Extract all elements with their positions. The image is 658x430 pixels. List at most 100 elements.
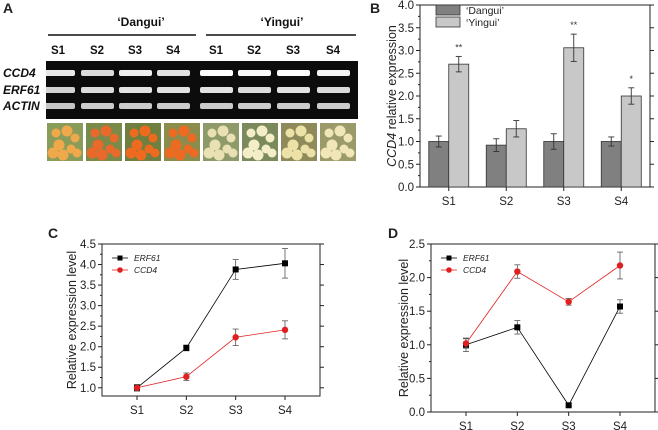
x-tick-label: S4 <box>278 405 293 417</box>
flower-blossom <box>70 133 80 143</box>
flower-blossom <box>209 139 221 151</box>
flower-blossom <box>86 147 98 159</box>
legend-marker <box>446 255 452 261</box>
flower-photo-4 <box>203 123 239 161</box>
y-tick-label: 0.0 <box>409 407 425 419</box>
panel-b: B 0.0 0.5 1.0 1.5 2.0 2.5 3.0 3.5 4.0 CCD4 relati… <box>370 0 654 208</box>
data-point-ccd4 <box>565 298 572 305</box>
flower-blossom <box>256 125 268 137</box>
flower-blossom <box>343 133 353 143</box>
y-axis-title: CCD4 relative expression <box>385 25 399 167</box>
legend-marker <box>117 255 123 261</box>
data-point-erf61 <box>232 266 239 273</box>
legend-label: ERF61 <box>134 253 161 263</box>
panel-d: D 0.0 0.5 1.0 1.5 2.0 2.5 Relative expression … <box>388 225 658 430</box>
gel-band <box>277 87 310 93</box>
x-tick-label: S4 <box>614 196 629 208</box>
cultivar-label-yingui: ‘Yingui’ <box>261 15 304 29</box>
gel-band <box>42 87 75 93</box>
flower-blossom <box>111 148 121 158</box>
flower-blossom <box>285 128 295 138</box>
significance-mark: * <box>629 74 633 84</box>
x-tick-label: S4 <box>613 421 628 430</box>
gel-band <box>42 70 75 76</box>
stage-label-6: S3 <box>286 45 300 57</box>
legend-label: ERF61 <box>463 253 490 263</box>
gel-band <box>277 70 310 76</box>
y-tick-label: 3.5 <box>398 23 414 35</box>
flower-blossom <box>135 149 147 161</box>
significance-mark: ** <box>455 42 463 52</box>
flower-blossom <box>96 149 108 161</box>
flower-blossom <box>281 147 293 159</box>
legend-label: CCD4 <box>134 265 157 275</box>
gel-band <box>157 87 190 93</box>
flower-blossom <box>306 148 316 158</box>
legend-label: ‘Dangui’ <box>466 5 504 17</box>
y-tick-label: 0.5 <box>398 159 414 171</box>
flower-blossom <box>304 133 314 143</box>
flower-blossom <box>248 139 260 151</box>
flower-blossom <box>90 128 100 138</box>
x-tick-label: S3 <box>562 421 576 430</box>
flower-blossom <box>61 125 73 137</box>
legend-swatch <box>435 4 461 16</box>
y-axis-title: Relative expression level <box>397 259 411 397</box>
data-point-ccd4 <box>232 334 239 341</box>
flower-blossom <box>189 148 199 158</box>
flower-blossom <box>174 149 186 161</box>
x-tick-label: S1 <box>442 196 456 208</box>
stage-label-5: S2 <box>247 45 261 57</box>
stage-labels: S1 S2 S3 S4 S1 S2 S3 S4 <box>51 45 341 57</box>
flower-blossom <box>57 149 69 161</box>
flower-blossom <box>334 125 346 137</box>
flower-photo-0 <box>47 123 83 161</box>
y-tick-label: 1.0 <box>409 340 425 352</box>
y-tick-label: 1.0 <box>398 137 414 149</box>
flower-blossom <box>207 128 217 138</box>
flower-blossom <box>168 128 178 138</box>
svg-text:D: D <box>388 225 398 241</box>
flower-blossom <box>150 148 160 158</box>
stage-label-3: S4 <box>166 45 181 57</box>
flower-blossom <box>326 139 338 151</box>
chart-b: 0.0 0.5 1.0 1.5 2.0 2.5 3.0 3.5 4.0 CCD4 relative… <box>385 0 654 208</box>
flower-photo-3 <box>164 123 200 161</box>
gel-band <box>81 103 114 109</box>
legend-swatch <box>435 16 461 28</box>
y-tick-label: 4.0 <box>80 260 96 272</box>
flower-blossom <box>178 125 190 137</box>
y-tick-label: 1.5 <box>398 114 414 126</box>
gel-band <box>81 87 114 93</box>
flower-blossom <box>131 139 143 151</box>
flower-blossom <box>228 148 238 158</box>
data-point-ccd4 <box>514 268 521 275</box>
gene-labels: CCD4 ERF61 ACTIN <box>2 66 41 113</box>
legend-marker <box>446 267 452 273</box>
x-tick-label: S3 <box>229 405 243 417</box>
stage-label-4: S1 <box>209 45 224 57</box>
gel-band <box>119 70 152 76</box>
gel-band <box>157 103 190 109</box>
bar-yingui-S3 <box>563 47 585 188</box>
y-tick-label: 1.0 <box>80 383 96 395</box>
data-point-erf61 <box>282 260 288 267</box>
stage-label-7: S4 <box>326 45 341 57</box>
legend-marker <box>117 267 123 273</box>
bar-yingui-S4 <box>620 95 642 188</box>
x-tick-label: S1 <box>459 421 473 430</box>
flower-blossom <box>148 133 158 143</box>
y-tick-label: 2.0 <box>398 91 414 103</box>
bar-yingui-S2 <box>505 128 527 188</box>
legend-label: CCD4 <box>463 265 486 275</box>
flower-blossom <box>129 128 139 138</box>
x-tick-label: S2 <box>499 196 513 208</box>
y-tick-label: 3.0 <box>398 46 414 58</box>
bar-yingui-S1 <box>448 63 470 188</box>
flower-blossom <box>100 125 112 137</box>
gel-band <box>317 87 350 93</box>
flower-photo-1 <box>86 123 122 161</box>
flower-blossom <box>170 139 182 151</box>
y-tick-label: 2.5 <box>398 68 414 80</box>
